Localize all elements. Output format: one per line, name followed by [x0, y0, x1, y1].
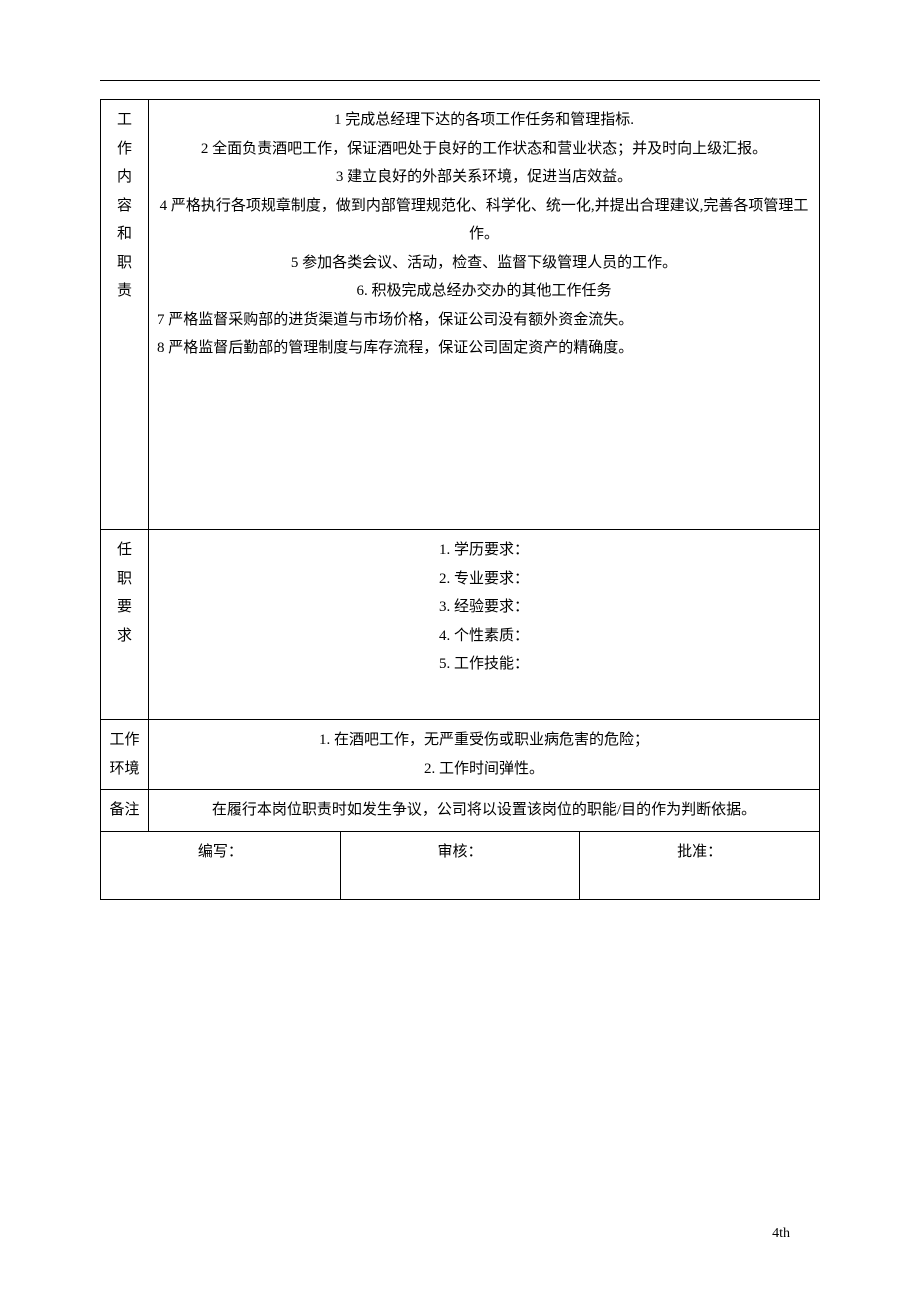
- environment-label: 工作环境: [101, 720, 149, 790]
- duties-content: 1 完成总经理下达的各项工作任务和管理指标. 2 全面负责酒吧工作，保证酒吧处于…: [149, 100, 820, 530]
- signature-approve: 批准：: [580, 832, 820, 900]
- duty-item: 8 严格监督后勤部的管理制度与库存流程，保证公司固定资产的精确度。: [157, 334, 811, 363]
- duty-item: 2 全面负责酒吧工作，保证酒吧处于良好的工作状态和营业状态；并及时向上级汇报。: [157, 135, 811, 164]
- req-item: 3. 经验要求：: [157, 593, 811, 622]
- environment-content: 1. 在酒吧工作，无严重受伤或职业病危害的危险； 2. 工作时间弹性。: [149, 720, 820, 790]
- signature-table: 编写： 审核： 批准：: [100, 832, 820, 901]
- requirements-label: 任职要求: [101, 530, 149, 720]
- review-label: 审核：: [437, 844, 482, 860]
- requirements-content: 1. 学历要求： 2. 专业要求： 3. 经验要求： 4. 个性素质： 5. 工…: [149, 530, 820, 720]
- req-item: 5. 工作技能：: [157, 650, 811, 679]
- remarks-label: 备注: [101, 790, 149, 832]
- req-item: 4. 个性素质：: [157, 622, 811, 651]
- approve-label: 批准：: [677, 844, 722, 860]
- signature-write: 编写：: [101, 832, 341, 900]
- req-item: 1. 学历要求：: [157, 536, 811, 565]
- env-item: 1. 在酒吧工作，无严重受伤或职业病危害的危险；: [157, 726, 811, 755]
- duty-item: 7 严格监督采购部的进货渠道与市场价格，保证公司没有额外资金流失。: [157, 306, 811, 335]
- remarks-row: 备注 在履行本岗位职责时如发生争议，公司将以设置该岗位的职能/目的作为判断依据。: [101, 790, 820, 832]
- signature-row: 编写： 审核： 批准：: [101, 832, 820, 900]
- duty-item: 6. 积极完成总经办交办的其他工作任务: [157, 277, 811, 306]
- signature-review: 审核：: [340, 832, 580, 900]
- requirements-label-text: 任职要求: [109, 536, 140, 650]
- remarks-content: 在履行本岗位职责时如发生争议，公司将以设置该岗位的职能/目的作为判断依据。: [149, 790, 820, 832]
- environment-row: 工作环境 1. 在酒吧工作，无严重受伤或职业病危害的危险； 2. 工作时间弹性。: [101, 720, 820, 790]
- job-description-table: 工作内容和职责 1 完成总经理下达的各项工作任务和管理指标. 2 全面负责酒吧工…: [100, 99, 820, 832]
- duties-label: 工作内容和职责: [101, 100, 149, 530]
- remarks-text: 在履行本岗位职责时如发生争议，公司将以设置该岗位的职能/目的作为判断依据。: [212, 802, 756, 818]
- page-number: 4th: [772, 1226, 790, 1242]
- duties-row: 工作内容和职责 1 完成总经理下达的各项工作任务和管理指标. 2 全面负责酒吧工…: [101, 100, 820, 530]
- write-label: 编写：: [198, 844, 243, 860]
- remarks-label-text: 备注: [109, 796, 140, 825]
- env-item: 2. 工作时间弹性。: [157, 755, 811, 784]
- requirements-row: 任职要求 1. 学历要求： 2. 专业要求： 3. 经验要求： 4. 个性素质：…: [101, 530, 820, 720]
- duties-label-text: 工作内容和职责: [109, 106, 140, 306]
- duties-list: 1 完成总经理下达的各项工作任务和管理指标. 2 全面负责酒吧工作，保证酒吧处于…: [157, 106, 811, 363]
- header-rule: [100, 80, 820, 81]
- environment-label-text: 工作环境: [109, 726, 140, 783]
- duty-item: 1 完成总经理下达的各项工作任务和管理指标.: [157, 106, 811, 135]
- duty-item: 4 严格执行各项规章制度，做到内部管理规范化、科学化、统一化,并提出合理建议,完…: [157, 192, 811, 249]
- req-item: 2. 专业要求：: [157, 565, 811, 594]
- duty-item: 5 参加各类会议、活动，检查、监督下级管理人员的工作。: [157, 249, 811, 278]
- duty-item: 3 建立良好的外部关系环境，促进当店效益。: [157, 163, 811, 192]
